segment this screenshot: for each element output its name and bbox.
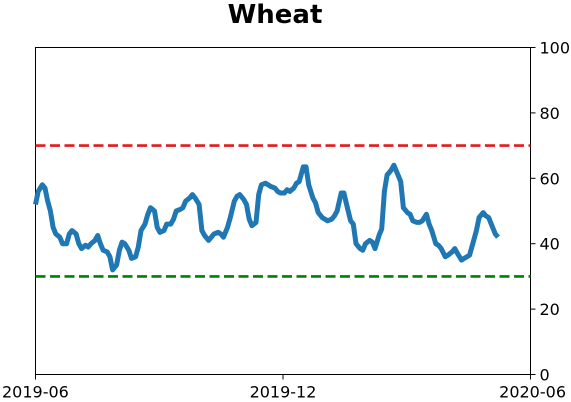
y-tick-label: 0 xyxy=(540,366,550,385)
series-line-0 xyxy=(33,162,500,273)
x-tick-label: 2020-06 xyxy=(499,383,566,402)
y-tick-label: 20 xyxy=(540,300,560,319)
plot-frame xyxy=(35,47,531,375)
chart-title: Wheat xyxy=(228,0,323,30)
y-tick-label: 40 xyxy=(540,235,560,254)
y-tick-label: 80 xyxy=(540,104,560,123)
reference-lines xyxy=(35,144,531,278)
x-tick-label: 2019-12 xyxy=(250,383,317,402)
y-axis: 0 20 40 60 80 100 xyxy=(530,39,571,385)
y-tick-label: 60 xyxy=(540,169,560,188)
x-axis: 2019-06 2019-12 2020-06 xyxy=(2,374,566,402)
y-tick-label: 100 xyxy=(540,39,571,58)
x-tick-label: 2019-06 xyxy=(2,383,69,402)
series-layer xyxy=(33,162,500,273)
